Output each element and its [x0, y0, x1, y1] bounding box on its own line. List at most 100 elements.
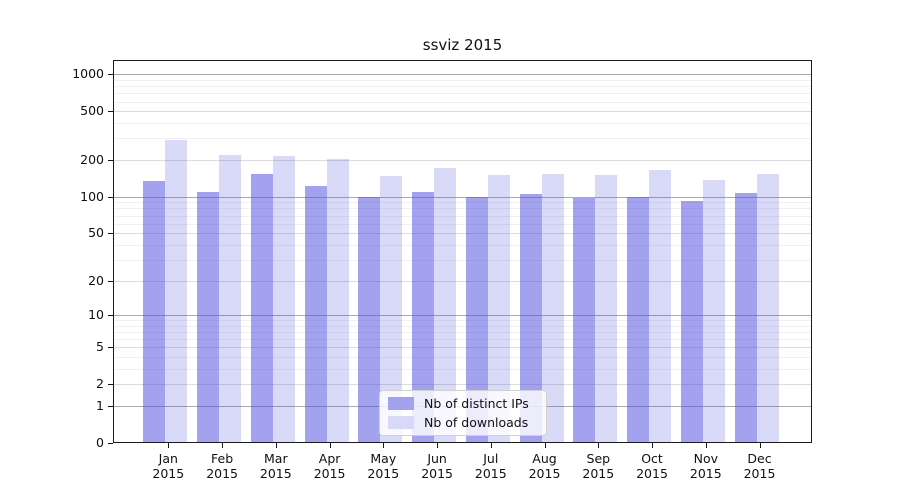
x-tick — [168, 443, 170, 448]
x-tick-label: Sep 2015 — [582, 451, 615, 481]
top-spine — [113, 60, 812, 61]
gridline-minor — [113, 79, 812, 81]
x-tick-label: Dec 2015 — [743, 451, 776, 481]
gridline-mid — [113, 233, 812, 235]
bar-nb-of-downloads-feb — [219, 154, 242, 443]
bar-nb-of-downloads-jan — [165, 140, 188, 443]
x-tick-label: Jul 2015 — [474, 451, 507, 481]
bar-nb-of-distinct-ips-nov — [680, 201, 703, 443]
x-tick — [652, 443, 653, 448]
y-tick — [108, 233, 113, 235]
x-tick — [544, 443, 546, 448]
bar-nb-of-distinct-ips-oct — [627, 196, 649, 443]
y-tick — [108, 111, 113, 113]
legend-item: Nb of downloads — [388, 415, 538, 430]
gridline-mid — [113, 159, 812, 161]
bar-nb-of-distinct-ips-jan — [143, 180, 166, 443]
gridline-minor — [113, 339, 812, 341]
bar-nb-of-distinct-ips-may — [358, 196, 381, 443]
y-tick-label: 100 — [80, 188, 104, 204]
x-tick-label: Feb 2015 — [206, 451, 238, 481]
y-tick — [108, 74, 113, 76]
y-tick-label: 1 — [96, 398, 104, 413]
gridline-minor — [113, 332, 812, 333]
y-tick — [108, 196, 113, 198]
gridline-mid — [113, 347, 812, 349]
gridline-minor — [113, 357, 812, 359]
left-spine — [113, 60, 114, 443]
gridline-minor — [113, 259, 812, 261]
bottom-spine — [113, 442, 812, 443]
y-tick-label: 500 — [80, 103, 104, 119]
x-tick-label: Apr 2015 — [313, 451, 346, 481]
y-tick-label: 200 — [80, 151, 104, 167]
x-tick-label: Nov 2015 — [689, 451, 722, 481]
bar-nb-of-distinct-ips-apr — [304, 186, 327, 443]
legend-label: Nb of downloads — [424, 415, 529, 430]
x-tick — [705, 443, 707, 448]
y-tick-label: 20 — [88, 272, 104, 288]
gridline-minor — [113, 215, 812, 217]
bar-nb-of-distinct-ips-mar — [250, 173, 273, 443]
bar-nb-of-distinct-ips-feb — [197, 191, 220, 443]
bar-nb-of-distinct-ips-jun — [412, 191, 435, 443]
legend-label: Nb of distinct IPs — [424, 396, 529, 411]
bar-nb-of-distinct-ips-aug — [519, 193, 542, 443]
gridline-major — [113, 74, 812, 76]
y-tick — [108, 159, 113, 161]
bar-nb-of-downloads-sep — [595, 174, 618, 443]
x-tick-label: Aug 2015 — [528, 451, 561, 481]
legend-item: Nb of distinct IPs — [388, 396, 538, 411]
bar-nb-of-downloads-jul — [487, 174, 510, 443]
gridline-minor — [113, 208, 812, 210]
x-tick — [490, 443, 492, 448]
gridline-minor — [113, 223, 812, 225]
plot-area — [113, 60, 812, 443]
y-tick-label: 2 — [96, 376, 104, 392]
bar-nb-of-downloads-apr — [326, 159, 349, 443]
y-tick-label: 5 — [96, 339, 104, 355]
x-tick — [275, 443, 277, 448]
gridline-minor — [113, 244, 812, 246]
legend-swatch-distinct-ips — [388, 397, 414, 410]
gridline-minor — [113, 93, 812, 95]
y-tick — [108, 384, 113, 386]
bar-nb-of-downloads-dec — [756, 173, 779, 443]
chart-title: ssviz 2015 — [422, 36, 503, 54]
x-tick-label: May 2015 — [367, 451, 400, 481]
x-tick — [598, 443, 600, 448]
legend: Nb of distinct IPs Nb of downloads — [379, 390, 547, 436]
bar-nb-of-distinct-ips-sep — [573, 198, 596, 443]
gridline-minor — [113, 123, 812, 125]
gridline-minor — [113, 202, 812, 204]
y-tick-label: 1000 — [72, 66, 104, 82]
gridline-major — [113, 315, 812, 316]
x-tick-label: Jun 2015 — [421, 451, 453, 481]
bar-nb-of-downloads-mar — [272, 156, 295, 443]
y-tick — [108, 315, 113, 316]
bar-nb-of-downloads-jun — [434, 167, 457, 443]
gridline-minor — [113, 86, 812, 88]
gridline-mid — [113, 111, 812, 113]
gridline-minor — [113, 325, 812, 327]
bar-nb-of-distinct-ips-jul — [465, 196, 488, 443]
gridline-minor — [113, 369, 812, 370]
y-tick-label: 50 — [88, 225, 104, 241]
bar-nb-of-downloads-oct — [649, 169, 671, 443]
gridline-minor — [113, 320, 812, 322]
bar-nb-of-distinct-ips-dec — [734, 193, 757, 443]
gridline-minor — [113, 101, 812, 103]
bar-nb-of-downloads-nov — [702, 179, 725, 443]
y-tick — [108, 443, 113, 444]
bar-nb-of-downloads-may — [380, 176, 403, 443]
x-tick — [329, 443, 331, 448]
x-tick-label: Mar 2015 — [259, 451, 292, 481]
y-tick-label: 10 — [88, 307, 104, 322]
x-tick-label: Oct 2015 — [636, 451, 668, 481]
x-tick — [222, 443, 224, 448]
gridline-mid — [113, 280, 812, 282]
right-spine — [811, 60, 812, 443]
gridline-mid — [113, 384, 812, 386]
y-tick — [108, 406, 113, 407]
